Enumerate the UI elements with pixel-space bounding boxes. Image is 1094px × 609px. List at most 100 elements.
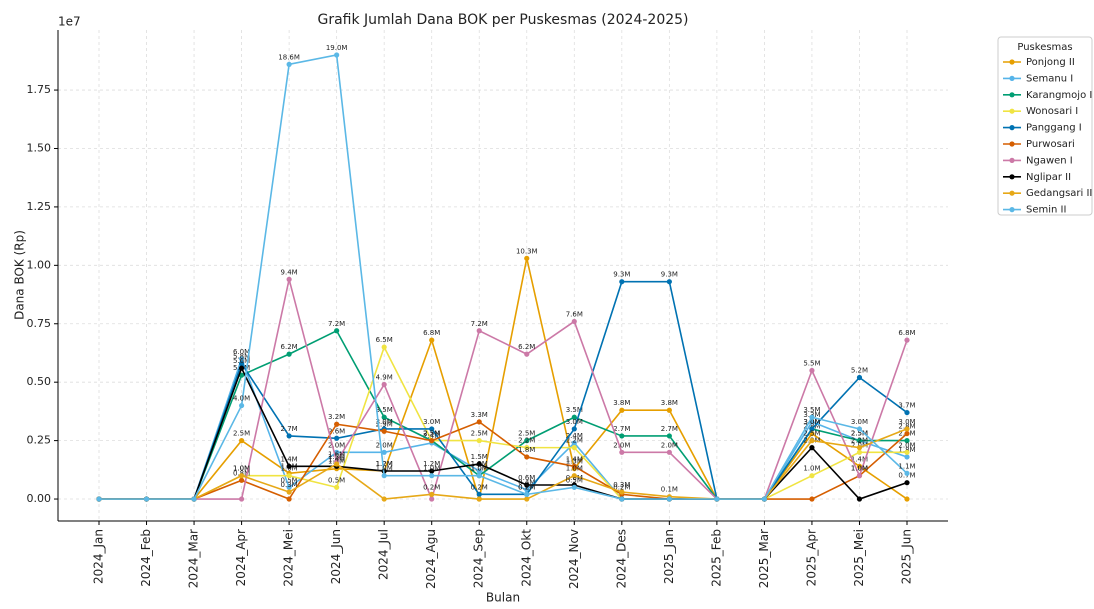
data-point bbox=[429, 491, 435, 497]
data-point bbox=[666, 449, 672, 455]
data-label: 0.5M bbox=[328, 476, 345, 484]
data-point bbox=[476, 468, 482, 474]
data-label: 19.0M bbox=[326, 44, 348, 52]
data-point bbox=[286, 489, 292, 495]
data-point bbox=[476, 491, 482, 497]
x-tick-label: 2025_Mei bbox=[852, 529, 866, 587]
data-label: 2.7M bbox=[281, 425, 298, 433]
x-tick-label: 2024_Mar bbox=[187, 529, 201, 588]
legend-marker bbox=[1009, 75, 1015, 81]
data-point bbox=[524, 496, 530, 502]
data-label: 1.0M bbox=[471, 465, 488, 473]
data-label: 3.5M bbox=[803, 406, 820, 414]
data-point bbox=[286, 496, 292, 502]
data-label: 0.2M bbox=[613, 483, 630, 491]
y-tick-label: 0.25 bbox=[27, 434, 52, 447]
data-label: 2.5M bbox=[471, 430, 488, 438]
data-label: 9.3M bbox=[613, 271, 630, 279]
data-label: 1.0M bbox=[566, 465, 583, 473]
legend-marker bbox=[1009, 125, 1015, 131]
data-point bbox=[666, 433, 672, 439]
data-label: 1.0M bbox=[803, 465, 820, 473]
data-point bbox=[238, 438, 245, 444]
data-label: 1.3M bbox=[566, 458, 583, 466]
data-label: 1.0M bbox=[851, 465, 868, 473]
data-point bbox=[524, 487, 530, 493]
data-point bbox=[619, 496, 625, 502]
data-point bbox=[286, 484, 292, 490]
data-point bbox=[429, 496, 435, 502]
data-point bbox=[476, 496, 482, 502]
data-label: 3.2M bbox=[328, 413, 345, 421]
y-tick-label: 0.50 bbox=[27, 375, 52, 388]
data-label: 0.3M bbox=[281, 481, 298, 489]
x-tick-label: 2024_Mei bbox=[282, 529, 296, 587]
data-label: 9.4M bbox=[281, 268, 298, 276]
data-label: 2.0M bbox=[613, 441, 630, 449]
data-label: 1.4M bbox=[566, 455, 583, 463]
legend-label: Semin II bbox=[1026, 205, 1066, 216]
data-label: 3.0M bbox=[376, 418, 393, 426]
x-tick-label: 2025_Mar bbox=[757, 529, 771, 588]
data-point bbox=[96, 496, 102, 502]
data-point bbox=[238, 402, 245, 409]
data-point bbox=[619, 449, 625, 455]
data-label: 3.0M bbox=[803, 418, 820, 426]
data-point bbox=[381, 381, 387, 388]
legend-label: Gedangsari II bbox=[1026, 188, 1092, 199]
series-line bbox=[99, 428, 908, 500]
data-label: 3.3M bbox=[471, 411, 488, 419]
data-point bbox=[381, 344, 387, 350]
data-label: 3.5M bbox=[376, 406, 393, 414]
x-tick-label: 2024_Agu bbox=[424, 529, 438, 589]
data-label: 3.0M bbox=[423, 418, 440, 426]
data-point bbox=[571, 414, 577, 420]
data-label: 6.5M bbox=[376, 336, 393, 344]
data-label: 1.2M bbox=[423, 460, 440, 468]
data-point bbox=[524, 454, 530, 460]
data-label: 10.3M bbox=[516, 247, 538, 255]
data-point bbox=[334, 421, 340, 427]
data-point bbox=[904, 454, 910, 460]
data-point bbox=[476, 461, 482, 467]
data-point bbox=[856, 438, 863, 444]
data-point bbox=[524, 445, 530, 451]
data-label: 18.6M bbox=[278, 53, 300, 61]
data-label: 2.2M bbox=[566, 437, 583, 445]
data-label: 3.7M bbox=[898, 402, 915, 410]
y-tick-label: 0.00 bbox=[27, 492, 52, 505]
data-point bbox=[238, 473, 245, 479]
data-label: 9.3M bbox=[661, 271, 678, 279]
data-point bbox=[191, 496, 197, 502]
data-label: 1.8M bbox=[518, 446, 535, 454]
x-tick-label: 2024_Apr bbox=[234, 529, 248, 586]
series-line bbox=[99, 421, 908, 501]
series-line bbox=[99, 279, 908, 502]
data-label: 3.0M bbox=[803, 418, 820, 426]
data-point bbox=[286, 276, 292, 282]
data-label: 1.1M bbox=[898, 462, 915, 470]
data-point bbox=[809, 367, 815, 374]
data-label: 2.9M bbox=[376, 420, 393, 428]
data-label: 2.0M bbox=[661, 441, 678, 449]
data-label: 0.1M bbox=[661, 486, 678, 494]
data-point bbox=[381, 449, 387, 455]
data-point bbox=[429, 337, 435, 343]
data-point bbox=[571, 318, 577, 325]
data-label: 0.2M bbox=[423, 483, 440, 491]
data-label: 3.0M bbox=[898, 418, 915, 426]
data-label: 6.2M bbox=[281, 343, 298, 351]
data-point bbox=[476, 438, 482, 444]
data-label: 3.0M bbox=[851, 418, 868, 426]
data-point bbox=[571, 484, 577, 490]
data-point bbox=[619, 489, 625, 495]
data-label: 2.7M bbox=[613, 425, 630, 433]
data-point bbox=[524, 351, 530, 357]
data-label: 2.0M bbox=[328, 441, 345, 449]
data-label: 2.5M bbox=[233, 430, 250, 438]
legend-marker bbox=[1009, 174, 1015, 180]
y-tick-label: 1.00 bbox=[27, 258, 52, 271]
data-label: 3.5M bbox=[566, 406, 583, 414]
data-label: 0.6M bbox=[518, 474, 535, 482]
data-label: 2.2M bbox=[851, 437, 868, 445]
